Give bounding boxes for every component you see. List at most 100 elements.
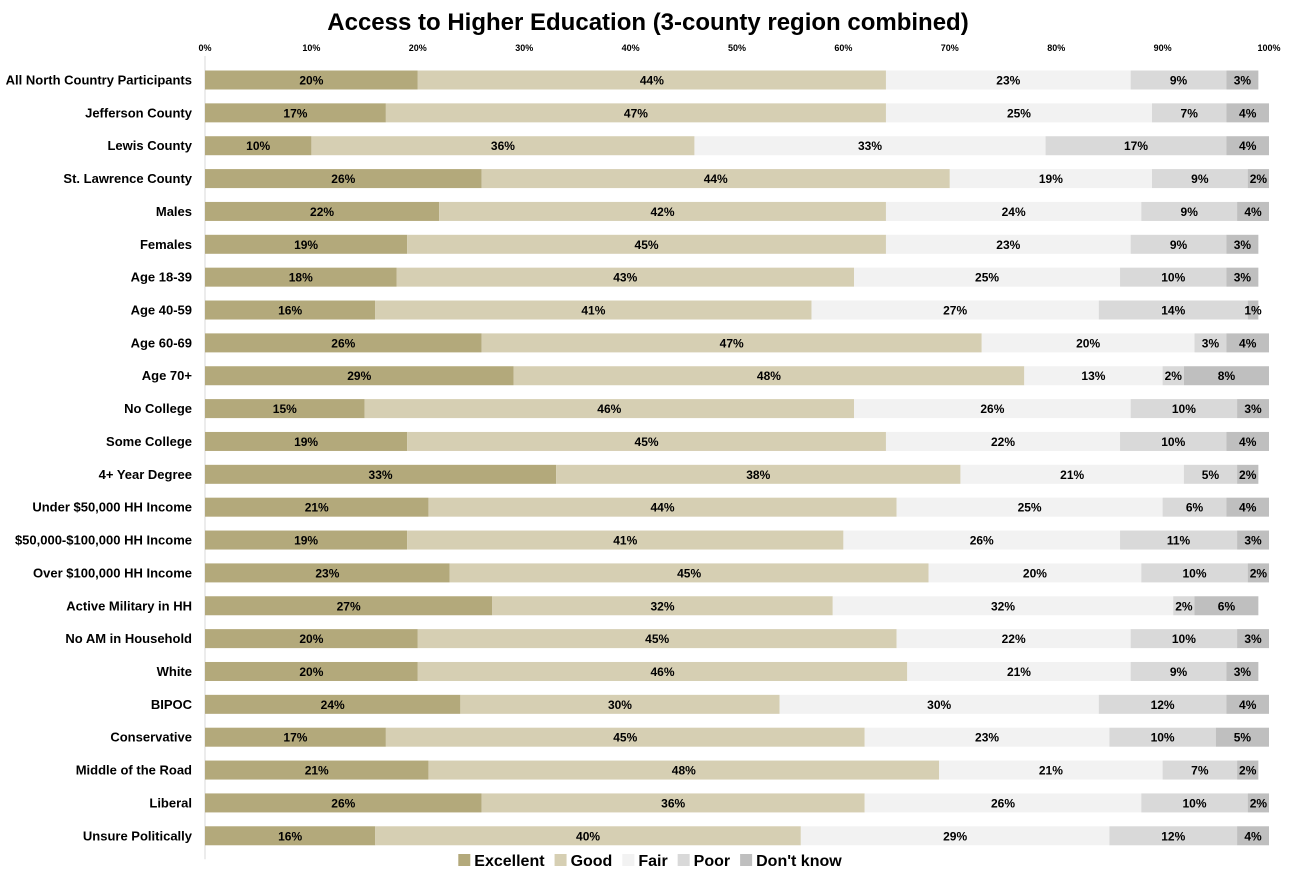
bar-don-t-know-over-100-000-hh-income	[1247, 563, 1269, 583]
bar-excellent-st-lawrence-county	[205, 169, 482, 189]
bar-don-t-know-liberal	[1247, 793, 1269, 813]
bar-good-all-north-country-participants	[417, 70, 886, 90]
data-label-excellent-50-000-100-000-hh-income: 19%	[294, 534, 318, 548]
category-label-age-40-59: Age 40-59	[131, 303, 192, 318]
bar-don-t-know-females	[1226, 234, 1259, 254]
category-label-conservative: Conservative	[110, 730, 192, 745]
data-label-don-t-know-age-18-39: 3%	[1234, 271, 1252, 285]
data-label-excellent-middle-of-the-road: 21%	[305, 764, 329, 778]
bar-excellent-no-am-in-household	[205, 629, 418, 649]
bar-excellent-jefferson-county	[205, 103, 386, 123]
category-label-middle-of-the-road: Middle of the Road	[76, 763, 192, 778]
bar-good-age-60-69	[481, 333, 982, 353]
bar-fair-white	[907, 661, 1131, 681]
bar-fair-liberal	[864, 793, 1142, 813]
legend-label-fair: Fair	[638, 853, 667, 870]
data-label-don-t-know-age-60-69: 4%	[1239, 336, 1257, 350]
bar-poor-age-18-39	[1120, 267, 1227, 287]
data-label-don-t-know-age-40-59: 1%	[1244, 304, 1262, 318]
x-tick-label: 40%	[622, 43, 640, 53]
x-tick-label: 80%	[1047, 43, 1065, 53]
data-label-fair-jefferson-county: 25%	[1007, 106, 1031, 120]
bar-fair-all-north-country-participants	[885, 70, 1131, 90]
data-label-poor-all-north-country-participants: 9%	[1170, 74, 1188, 88]
data-label-good-no-am-in-household: 45%	[645, 632, 669, 646]
bar-don-t-know-50-000-100-000-hh-income	[1237, 530, 1269, 550]
data-label-poor-white: 9%	[1170, 665, 1188, 679]
legend-swatch-poor	[677, 854, 690, 866]
category-label-lewis-county: Lewis County	[107, 138, 192, 153]
data-label-excellent-conservative: 17%	[283, 731, 307, 745]
data-label-poor-males: 9%	[1181, 205, 1199, 219]
bar-excellent-lewis-county	[205, 136, 312, 156]
data-label-poor-unsure-politically: 12%	[1161, 829, 1185, 843]
bar-fair-males	[885, 201, 1142, 221]
bar-don-t-know-under-50-000-hh-income	[1226, 497, 1269, 517]
legend-label-excellent: Excellent	[474, 853, 545, 870]
bar-poor-jefferson-county	[1151, 103, 1227, 123]
bar-poor-4-year-degree	[1183, 464, 1238, 484]
data-label-poor-active-military-in-hh: 2%	[1175, 599, 1193, 613]
bar-good-conservative	[385, 727, 865, 747]
data-label-excellent-age-40-59: 16%	[278, 304, 302, 318]
data-label-poor-4-year-degree: 5%	[1202, 468, 1220, 482]
data-label-fair-over-100-000-hh-income: 20%	[1023, 566, 1047, 580]
category-label-males: Males	[156, 204, 192, 219]
data-label-good-white: 46%	[651, 665, 675, 679]
data-label-poor-bipoc: 12%	[1151, 698, 1175, 712]
category-label-active-military-in-hh: Active Military in HH	[66, 598, 192, 613]
data-label-good-lewis-county: 36%	[491, 139, 515, 153]
bar-fair-bipoc	[779, 694, 1099, 714]
bar-excellent-4-year-degree	[205, 464, 557, 484]
bar-don-t-know-age-18-39	[1226, 267, 1259, 287]
bar-good-50-000-100-000-hh-income	[407, 530, 844, 550]
bar-fair-st-lawrence-county	[949, 169, 1152, 189]
bar-poor-no-am-in-household	[1130, 629, 1238, 649]
bar-don-t-know-jefferson-county	[1226, 103, 1269, 123]
data-label-don-t-know-females: 3%	[1234, 238, 1252, 252]
bar-good-4-year-degree	[556, 464, 961, 484]
bar-fair-age-18-39	[854, 267, 1121, 287]
data-label-fair-50-000-100-000-hh-income: 26%	[970, 534, 994, 548]
data-label-good-liberal: 36%	[661, 796, 685, 810]
data-label-don-t-know-active-military-in-hh: 6%	[1218, 599, 1236, 613]
bar-fair-over-100-000-hh-income	[928, 563, 1142, 583]
data-label-fair-males: 24%	[1002, 205, 1026, 219]
bar-poor-st-lawrence-county	[1151, 169, 1248, 189]
data-label-don-t-know-50-000-100-000-hh-income: 3%	[1244, 534, 1262, 548]
bar-don-t-know-age-40-59	[1247, 300, 1259, 320]
legend-label-don-t-know: Don't know	[756, 853, 842, 870]
bar-poor-middle-of-the-road	[1162, 760, 1238, 780]
data-label-don-t-know-white: 3%	[1234, 665, 1252, 679]
bar-fair-age-60-69	[981, 333, 1195, 353]
category-label-jefferson-county: Jefferson County	[85, 105, 193, 120]
data-label-excellent-liberal: 26%	[331, 796, 355, 810]
bar-excellent-age-70	[205, 366, 514, 386]
bar-good-white	[417, 661, 908, 681]
data-label-fair-lewis-county: 33%	[858, 139, 882, 153]
data-label-good-middle-of-the-road: 48%	[672, 764, 696, 778]
bar-excellent-females	[205, 234, 408, 254]
category-label-age-70: Age 70+	[142, 368, 193, 383]
data-label-excellent-st-lawrence-county: 26%	[331, 172, 355, 186]
data-label-excellent-age-70: 29%	[347, 369, 371, 383]
data-label-excellent-active-military-in-hh: 27%	[337, 599, 361, 613]
bar-excellent-middle-of-the-road	[205, 760, 429, 780]
data-label-poor-females: 9%	[1170, 238, 1188, 252]
data-label-poor-over-100-000-hh-income: 10%	[1183, 566, 1207, 580]
data-label-fair-liberal: 26%	[991, 796, 1015, 810]
data-label-good-bipoc: 30%	[608, 698, 632, 712]
data-label-excellent-white: 20%	[299, 665, 323, 679]
data-label-good-jefferson-county: 47%	[624, 106, 648, 120]
data-label-don-t-know-4-year-degree: 2%	[1239, 468, 1257, 482]
data-label-good-conservative: 45%	[613, 731, 637, 745]
bar-poor-conservative	[1109, 727, 1216, 747]
data-label-good-age-60-69: 47%	[720, 336, 744, 350]
bar-excellent-under-50-000-hh-income	[205, 497, 429, 517]
data-label-poor-age-60-69: 3%	[1202, 336, 1220, 350]
data-label-excellent-females: 19%	[294, 238, 318, 252]
bar-excellent-all-north-country-participants	[205, 70, 418, 90]
bar-fair-50-000-100-000-hh-income	[843, 530, 1121, 550]
bar-excellent-unsure-politically	[205, 826, 376, 846]
